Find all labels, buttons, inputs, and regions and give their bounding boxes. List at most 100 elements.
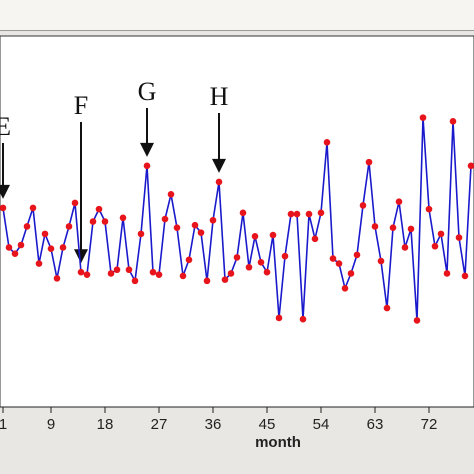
- annotation-label: E: [0, 112, 11, 141]
- data-point: [191, 221, 199, 229]
- data-point: [113, 266, 121, 274]
- x-tick-label: 36: [205, 416, 222, 433]
- data-point: [143, 162, 151, 170]
- x-tick-label: 72: [421, 416, 438, 433]
- data-point: [413, 317, 421, 324]
- data-point: [23, 223, 31, 230]
- x-tick-label: 9: [47, 416, 55, 433]
- data-point: [149, 268, 157, 276]
- x-axis-title: month: [255, 434, 301, 451]
- data-point: [293, 210, 301, 218]
- data-point: [173, 224, 181, 231]
- data-point: [221, 276, 229, 283]
- data-point: [335, 260, 343, 267]
- data-point: [311, 235, 319, 243]
- data-point: [71, 199, 79, 207]
- data-point: [347, 270, 355, 277]
- data-point: [203, 277, 211, 285]
- data-point: [119, 214, 127, 222]
- annotation-label: G: [138, 77, 157, 106]
- data-point: [251, 233, 259, 240]
- data-point: [407, 225, 415, 233]
- data-point: [167, 190, 175, 198]
- data-point: [101, 218, 109, 225]
- window-title-bar: [0, 0, 474, 31]
- annotation-layer: E F G H: [0, 77, 229, 264]
- data-point: [83, 271, 91, 278]
- data-point: [341, 284, 349, 292]
- data-point: [401, 244, 409, 251]
- data-point: [5, 244, 13, 251]
- data-point: [11, 250, 19, 257]
- data-point: [257, 259, 265, 266]
- data-point: [161, 215, 169, 223]
- x-tick-label: 1: [0, 416, 7, 433]
- data-point: [365, 158, 373, 166]
- x-tick-label: 63: [367, 416, 384, 433]
- data-point: [383, 304, 391, 312]
- data-point: [275, 314, 283, 322]
- data-point: [35, 260, 43, 267]
- marker-layer: [0, 114, 474, 324]
- data-point: [299, 315, 307, 323]
- data-point: [29, 204, 37, 212]
- annotation-arrow-head: [140, 142, 154, 157]
- data-point: [0, 204, 7, 212]
- data-point: [53, 275, 61, 282]
- data-point: [47, 245, 55, 253]
- data-point: [455, 234, 463, 241]
- data-point: [353, 251, 361, 259]
- data-point: [179, 272, 187, 280]
- data-point: [239, 209, 247, 217]
- data-point: [215, 178, 223, 186]
- x-tick-label: 54: [313, 416, 330, 433]
- data-point: [305, 210, 313, 218]
- data-point: [329, 255, 337, 262]
- data-point: [137, 230, 145, 238]
- annotation-arrow-head: [0, 184, 10, 199]
- data-point: [323, 139, 331, 146]
- data-point: [431, 242, 439, 250]
- data-point: [59, 244, 67, 251]
- data-point: [317, 209, 325, 217]
- data-point: [209, 216, 217, 224]
- data-point: [65, 223, 73, 230]
- data-point: [185, 256, 193, 264]
- data-point: [419, 114, 427, 121]
- data-point: [281, 252, 289, 260]
- data-point: [263, 268, 271, 276]
- data-point: [155, 271, 163, 278]
- data-point: [269, 231, 277, 239]
- data-point: [437, 230, 445, 238]
- data-point: [389, 224, 397, 231]
- data-point: [17, 241, 25, 249]
- data-point: [395, 198, 403, 206]
- annotation-arrow-head: [74, 249, 88, 264]
- annotation-arrow-head: [212, 158, 226, 173]
- data-point: [449, 118, 457, 125]
- annotation-label: F: [74, 91, 88, 120]
- x-tick-label: 45: [259, 416, 276, 433]
- data-point: [107, 270, 115, 277]
- data-point: [377, 257, 385, 265]
- data-point: [227, 270, 235, 277]
- data-point: [89, 218, 97, 225]
- data-point: [425, 205, 433, 213]
- data-point: [95, 205, 103, 213]
- data-point: [461, 272, 469, 280]
- data-point: [233, 254, 241, 261]
- x-tick-label: 27: [151, 416, 168, 433]
- data-point: [467, 162, 474, 170]
- data-point: [371, 223, 379, 230]
- x-tick-label: 18: [97, 416, 114, 433]
- data-point: [245, 263, 253, 271]
- data-point: [41, 230, 49, 238]
- data-point: [197, 229, 205, 236]
- data-point: [443, 270, 451, 277]
- x-tick-layer: 1 9 18 27 36 45 54 63 72: [0, 407, 437, 433]
- data-point: [77, 268, 85, 276]
- data-point: [287, 210, 295, 218]
- data-point: [131, 277, 139, 285]
